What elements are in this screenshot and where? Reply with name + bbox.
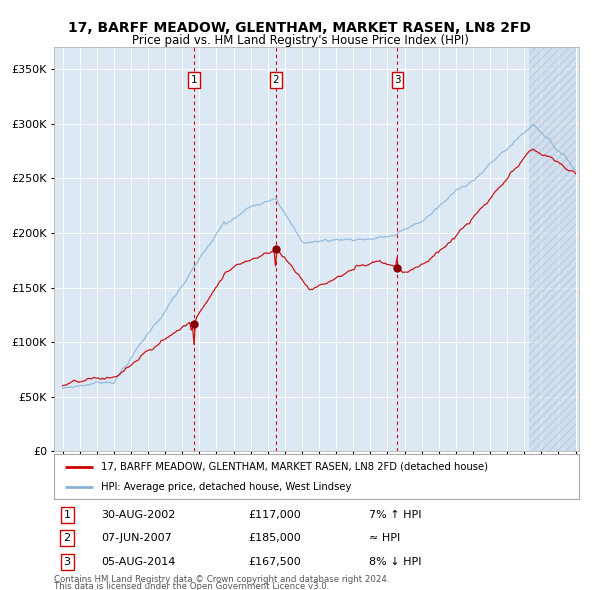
Text: ≈ HPI: ≈ HPI: [369, 533, 400, 543]
Text: 1: 1: [190, 75, 197, 85]
Text: 3: 3: [64, 557, 71, 567]
Text: 17, BARFF MEADOW, GLENTHAM, MARKET RASEN, LN8 2FD: 17, BARFF MEADOW, GLENTHAM, MARKET RASEN…: [68, 21, 532, 35]
Text: £167,500: £167,500: [248, 557, 301, 567]
Text: 2: 2: [64, 533, 71, 543]
Text: 07-JUN-2007: 07-JUN-2007: [101, 533, 172, 543]
Text: Contains HM Land Registry data © Crown copyright and database right 2024.: Contains HM Land Registry data © Crown c…: [54, 575, 389, 584]
Text: 1: 1: [64, 510, 71, 520]
Text: £185,000: £185,000: [248, 533, 301, 543]
Text: This data is licensed under the Open Government Licence v3.0.: This data is licensed under the Open Gov…: [54, 582, 329, 590]
Text: 7% ↑ HPI: 7% ↑ HPI: [369, 510, 421, 520]
Text: 05-AUG-2014: 05-AUG-2014: [101, 557, 176, 567]
Text: Price paid vs. HM Land Registry's House Price Index (HPI): Price paid vs. HM Land Registry's House …: [131, 34, 469, 47]
Text: £117,000: £117,000: [248, 510, 301, 520]
Text: 30-AUG-2002: 30-AUG-2002: [101, 510, 176, 520]
Text: 2: 2: [272, 75, 279, 85]
Text: 8% ↓ HPI: 8% ↓ HPI: [369, 557, 421, 567]
Bar: [529, 47, 575, 451]
Text: 3: 3: [394, 75, 401, 85]
Text: 17, BARFF MEADOW, GLENTHAM, MARKET RASEN, LN8 2FD (detached house): 17, BARFF MEADOW, GLENTHAM, MARKET RASEN…: [101, 462, 488, 471]
Text: HPI: Average price, detached house, West Lindsey: HPI: Average price, detached house, West…: [101, 481, 352, 491]
